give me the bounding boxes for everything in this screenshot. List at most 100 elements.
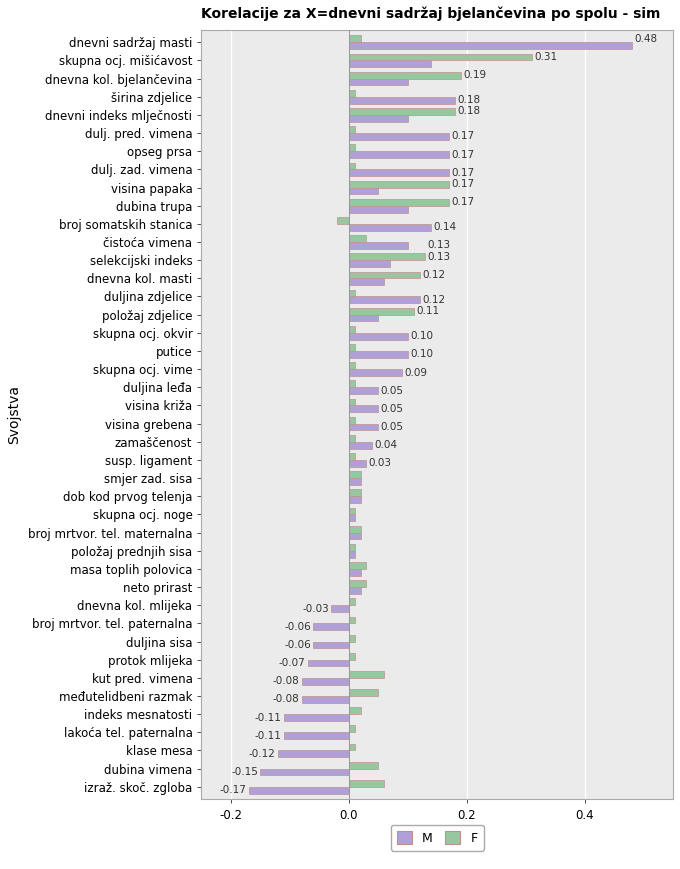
Legend: M, F: M, F xyxy=(391,825,483,851)
X-axis label: Kor.koeficient: Kor.koeficient xyxy=(390,827,484,841)
Bar xyxy=(349,453,355,460)
Bar xyxy=(349,315,378,322)
Bar xyxy=(349,562,367,569)
Bar xyxy=(349,115,408,122)
Bar xyxy=(349,526,360,533)
Text: -0.11: -0.11 xyxy=(255,713,282,722)
Text: 0.17: 0.17 xyxy=(452,149,475,160)
Bar xyxy=(307,660,349,667)
Bar xyxy=(349,235,367,242)
Bar xyxy=(349,634,355,641)
Bar xyxy=(349,344,355,351)
Bar xyxy=(349,271,420,278)
Bar xyxy=(260,768,349,775)
Text: -0.06: -0.06 xyxy=(284,640,311,650)
Text: 0.12: 0.12 xyxy=(422,270,445,280)
Bar xyxy=(349,671,384,678)
Bar xyxy=(331,605,349,612)
Text: 0.05: 0.05 xyxy=(381,422,404,432)
Bar xyxy=(302,678,349,685)
Bar xyxy=(349,406,378,412)
Bar xyxy=(349,36,360,43)
Text: 0.18: 0.18 xyxy=(457,95,480,105)
Text: 0.05: 0.05 xyxy=(381,386,404,395)
Bar xyxy=(349,362,355,369)
Text: 0.13: 0.13 xyxy=(428,241,451,250)
Bar xyxy=(349,388,378,394)
Bar xyxy=(349,96,455,103)
Text: 0.04: 0.04 xyxy=(375,441,398,450)
Bar xyxy=(349,569,360,575)
Bar xyxy=(284,733,349,740)
Text: 0.14: 0.14 xyxy=(434,222,457,232)
Bar xyxy=(349,351,408,358)
Bar xyxy=(349,381,355,388)
Bar xyxy=(349,188,378,195)
Bar xyxy=(349,653,355,660)
Text: -0.07: -0.07 xyxy=(278,658,305,668)
Bar xyxy=(349,435,355,441)
Bar xyxy=(349,580,367,587)
Bar xyxy=(349,224,431,230)
Bar xyxy=(349,489,360,496)
Text: 0.03: 0.03 xyxy=(369,458,392,468)
Bar xyxy=(349,133,449,140)
Bar xyxy=(349,533,360,540)
Bar xyxy=(349,399,355,406)
Bar xyxy=(349,726,355,733)
Bar xyxy=(349,514,355,521)
Bar xyxy=(349,417,355,423)
Text: 0.10: 0.10 xyxy=(410,349,433,360)
Text: 0.17: 0.17 xyxy=(452,168,475,178)
Text: 0.11: 0.11 xyxy=(416,306,439,316)
Bar xyxy=(349,108,455,115)
Bar xyxy=(349,308,413,315)
Bar xyxy=(349,423,378,430)
Bar xyxy=(278,751,349,757)
Bar xyxy=(349,54,532,61)
Bar xyxy=(349,689,378,696)
Bar xyxy=(349,199,449,206)
Bar xyxy=(349,126,355,133)
Bar xyxy=(349,181,449,188)
Text: 0.17: 0.17 xyxy=(452,131,475,142)
Text: 0.18: 0.18 xyxy=(457,107,480,116)
Bar xyxy=(349,289,355,296)
Text: 0.05: 0.05 xyxy=(381,404,404,414)
Bar xyxy=(349,471,360,478)
Bar xyxy=(349,599,355,605)
Text: 0.31: 0.31 xyxy=(534,52,557,62)
Text: 0.48: 0.48 xyxy=(634,34,658,43)
Bar xyxy=(349,151,449,158)
Bar xyxy=(349,144,355,151)
Bar xyxy=(349,78,408,85)
Bar xyxy=(349,478,360,485)
Text: -0.06: -0.06 xyxy=(284,621,311,632)
Bar xyxy=(349,496,360,503)
Bar xyxy=(349,780,384,786)
Text: -0.12: -0.12 xyxy=(249,749,275,759)
Bar xyxy=(349,551,355,558)
Bar xyxy=(249,786,349,793)
Bar xyxy=(349,369,402,376)
Bar xyxy=(337,217,349,224)
Bar xyxy=(349,72,461,78)
Bar xyxy=(349,169,449,176)
Bar xyxy=(349,333,408,340)
Bar xyxy=(349,90,355,96)
Bar xyxy=(349,460,367,467)
Text: 0.17: 0.17 xyxy=(452,179,475,189)
Bar xyxy=(349,616,355,623)
Text: -0.08: -0.08 xyxy=(273,694,299,705)
Bar xyxy=(349,707,360,714)
Text: -0.03: -0.03 xyxy=(302,604,328,614)
Y-axis label: Svojstva: Svojstva xyxy=(7,385,21,444)
Text: 0.12: 0.12 xyxy=(422,295,445,305)
Bar xyxy=(349,587,360,594)
Bar xyxy=(313,623,349,630)
Bar xyxy=(349,260,390,267)
Bar xyxy=(349,242,408,249)
Bar xyxy=(349,326,355,333)
Bar xyxy=(302,696,349,703)
Bar xyxy=(349,507,355,514)
